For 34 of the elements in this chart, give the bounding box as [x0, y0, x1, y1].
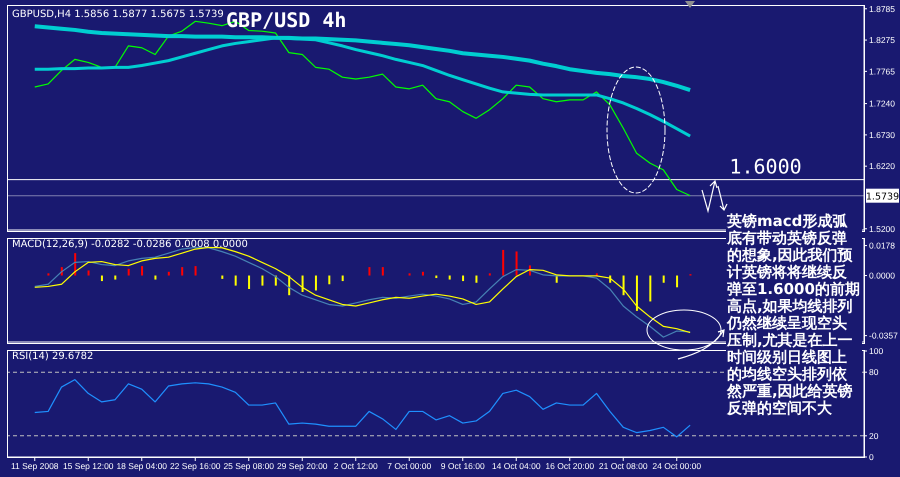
x-tick-label: 11 Sep 2008 — [10, 461, 59, 472]
x-tick-label: 24 Oct 00:00 — [652, 461, 702, 472]
x-tick-label: 25 Sep 08:00 — [223, 461, 274, 472]
chart-title: MACD(12,26,9) -0.0282 -0.0286 0.0008 0.0000 — [12, 239, 248, 250]
y-tick-label: -0.0357 — [869, 330, 898, 341]
y-tick-label: 0.0000 — [869, 270, 896, 281]
y-tick-label: 1.5200 — [869, 224, 896, 234]
x-tick-label: 29 Sep 20:00 — [276, 461, 328, 472]
y-tick-label: 80 — [869, 367, 879, 378]
y-tick-label: 100 — [869, 346, 884, 356]
x-tick-label: 21 Oct 08:00 — [598, 461, 648, 472]
y-tick-label: 1.7240 — [869, 98, 896, 109]
y-tick-label: 1.8275 — [869, 35, 896, 46]
y-tick-label: 20 — [869, 430, 879, 441]
y-tick-label: 1.6220 — [869, 161, 896, 172]
text: 英镑macd形成弧底有带动英镑反弹的想象,因此我们预计英镑将将继续反弹至1.6000的前期高点,如果均线排列仍然继续呈现空头压制,尤其是在上一时间级别日线图上的均线空头排列依然严重,因此给英镑反弹的空间不大 — [727, 212, 860, 417]
y-tick-label: 1.6730 — [869, 130, 896, 140]
x-tick-label: 14 Oct 04:00 — [492, 461, 541, 472]
x-tick-label: 18 Sep 04:00 — [116, 461, 168, 472]
x-tick-label: 15 Sep 12:00 — [62, 461, 114, 472]
chart-title: RSI(14) 29.6782 — [12, 351, 94, 362]
x-tick-label: 2 Oct 12:00 — [334, 461, 378, 472]
chart-subtitle: GBPUSD,H4 1.5856 1.5877 1.5675 1.5739 — [12, 9, 224, 20]
y-tick-label: 1.7765 — [869, 66, 896, 76]
x-tick-label: 9 Oct 16:00 — [440, 461, 485, 472]
x-tick-label: 16 Oct 20:00 — [545, 461, 594, 472]
ref-line-label: 1.5739 — [866, 192, 900, 203]
x-tick-label: 22 Sep 16:00 — [170, 461, 221, 472]
chart-title: GBP/USD 4h — [226, 8, 346, 32]
ref-line-label: 1.6000 — [729, 154, 802, 179]
y-tick-label: 0 — [869, 452, 874, 462]
x-tick-label: 7 Oct 00:00 — [387, 461, 432, 472]
y-tick-label: 1.8785 — [869, 4, 896, 14]
y-tick-label: 0.0178 — [869, 240, 896, 251]
